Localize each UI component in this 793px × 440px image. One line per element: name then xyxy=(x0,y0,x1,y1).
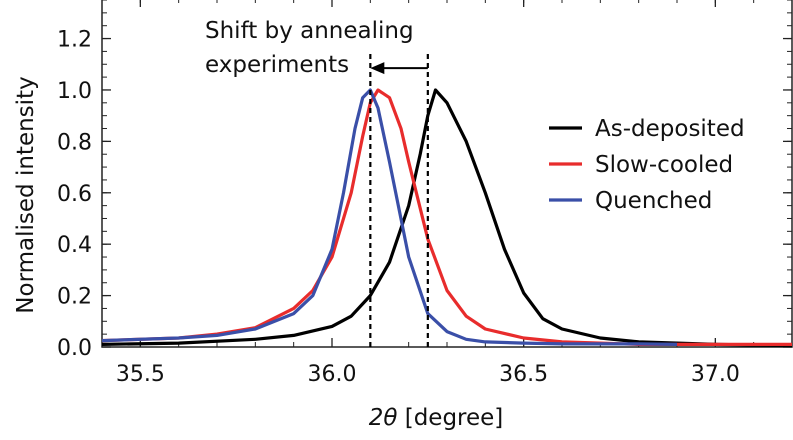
y-tick-label: 0.6 xyxy=(57,182,92,207)
x-axis-ticks: 35.5 36.0 36.5 37.0 xyxy=(101,0,793,387)
y-tick-label: 1.2 xyxy=(57,28,92,53)
y-tick-label: 1.0 xyxy=(57,79,92,104)
y-tick-label: 0.0 xyxy=(57,336,92,361)
x-tick-label: 36.0 xyxy=(308,362,357,387)
x-tick-label: 35.5 xyxy=(116,362,165,387)
series-line-as-deposited xyxy=(101,88,793,348)
y-tick-label: 0.8 xyxy=(57,130,92,155)
y-tick-label: 0.2 xyxy=(57,285,92,310)
y-axis-ticks: 0.0 0.2 0.4 0.6 0.8 1.0 1.2 xyxy=(57,0,792,361)
series-layer xyxy=(101,88,793,348)
x-tick-label: 36.5 xyxy=(499,362,548,387)
legend-label: As-deposited xyxy=(595,116,745,142)
x-axis-label-unit: [degree] xyxy=(397,405,503,431)
annotation-line-2: experiments xyxy=(205,52,349,78)
annotation-line-1: Shift by annealing xyxy=(205,18,414,44)
series-line-slow-cooled xyxy=(101,88,792,346)
x-axis-label-symbol: 2θ xyxy=(369,405,398,431)
y-tick-label: 0.4 xyxy=(57,233,92,258)
legend: As-deposited Slow-cooled Quenched xyxy=(549,116,745,214)
x-axis-label: 2θ [degree] xyxy=(369,405,504,431)
legend-label: Quenched xyxy=(595,188,712,214)
legend-label: Slow-cooled xyxy=(595,152,733,178)
shift-arrow xyxy=(370,62,428,75)
y-axis-label: Normalised intensity xyxy=(13,76,39,313)
arrow-head xyxy=(370,62,385,75)
series-line-quenched xyxy=(101,88,678,346)
marker-lines xyxy=(369,53,429,347)
x-tick-label: 37.0 xyxy=(691,362,740,387)
